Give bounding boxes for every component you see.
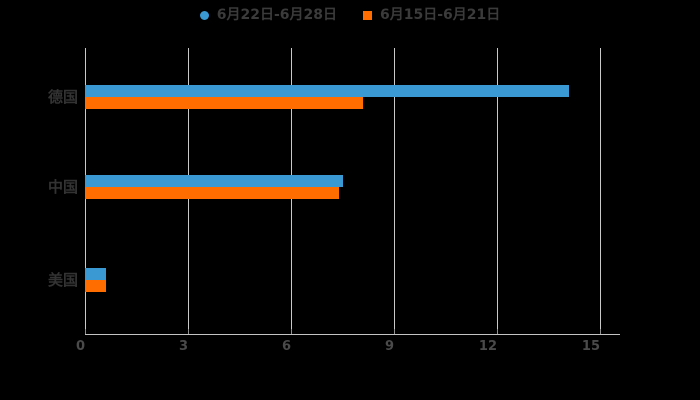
plot-area [85, 48, 620, 335]
bar-series0-cat0[interactable] [85, 85, 570, 98]
y-axis-label-2: 美国 [47, 270, 78, 289]
y-axis-label-0: 德国 [47, 88, 78, 107]
y-axis-label-1: 中国 [47, 178, 78, 197]
x-tick-label-6: 6 [281, 339, 291, 354]
x-tick-label-12: 12 [478, 339, 497, 354]
x-axis-tick-12 [497, 329, 498, 335]
legend-circle-marker-icon [199, 10, 209, 20]
gridline-x-15 [600, 48, 601, 335]
x-axis-tick-6 [291, 329, 292, 335]
x-axis-tick-0 [85, 329, 86, 335]
x-tick-label-3: 3 [178, 339, 188, 354]
gridline-x-9 [394, 48, 395, 335]
legend-item-week-jun22-28[interactable]: 6月22日-6月28日 [199, 6, 337, 24]
bar-series0-cat2[interactable] [85, 267, 106, 280]
gridline-x-12 [497, 48, 498, 335]
x-axis-tick-9 [394, 329, 395, 335]
bar-series1-cat0[interactable] [85, 97, 364, 110]
x-tick-label-15: 15 [581, 339, 600, 354]
x-axis-tick-15 [600, 329, 601, 335]
x-axis-line [85, 334, 620, 335]
x-tick-label-0: 0 [75, 339, 85, 354]
legend-label-week-jun22-28: 6月22日-6月28日 [216, 7, 337, 23]
bar-series1-cat2[interactable] [85, 279, 106, 292]
bar-series1-cat1[interactable] [85, 187, 340, 200]
legend-square-marker-icon [363, 10, 372, 20]
x-axis-tick-3 [188, 329, 189, 335]
x-tick-label-9: 9 [384, 339, 394, 354]
legend-label-week-jun15-21: 6月15日-6月21日 [380, 7, 501, 23]
legend-item-week-jun15-21[interactable]: 6月15日-6月21日 [363, 6, 500, 24]
chart-legend: 6月22日-6月28日 6月15日-6月21日 [0, 6, 700, 24]
bar-series0-cat1[interactable] [85, 175, 343, 188]
